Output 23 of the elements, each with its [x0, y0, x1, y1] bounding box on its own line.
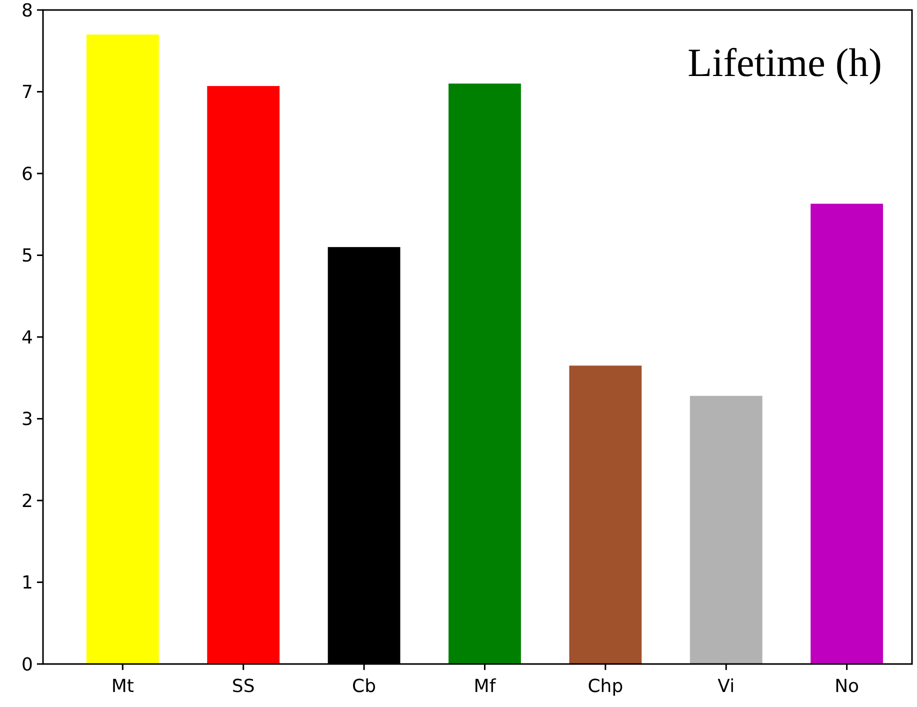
x-tick-label: Cb — [352, 676, 376, 697]
bar — [448, 84, 521, 664]
bar — [86, 34, 159, 664]
y-tick-label: 5 — [22, 246, 33, 267]
bar — [690, 396, 762, 664]
x-tick-label: SS — [232, 676, 255, 697]
y-tick-label: 2 — [22, 490, 33, 512]
bar — [207, 86, 280, 664]
y-tick-label: 4 — [22, 327, 33, 348]
x-tick-label: Mf — [474, 676, 496, 697]
y-tick-label: 8 — [22, 0, 33, 22]
y-tick-label: 1 — [22, 572, 33, 594]
y-tick-label: 0 — [22, 654, 33, 676]
y-tick-label: 7 — [22, 82, 33, 104]
y-tick-label: 6 — [22, 164, 33, 185]
bar — [810, 204, 884, 664]
x-tick-label: Vi — [718, 676, 735, 697]
x-tick-label: Mt — [111, 676, 134, 697]
annotation: Lifetime (h) — [688, 40, 882, 85]
y-tick-label: 3 — [22, 409, 33, 430]
x-tick-label: Chp — [588, 676, 624, 697]
bar — [569, 366, 642, 664]
x-tick-label: No — [834, 676, 860, 697]
